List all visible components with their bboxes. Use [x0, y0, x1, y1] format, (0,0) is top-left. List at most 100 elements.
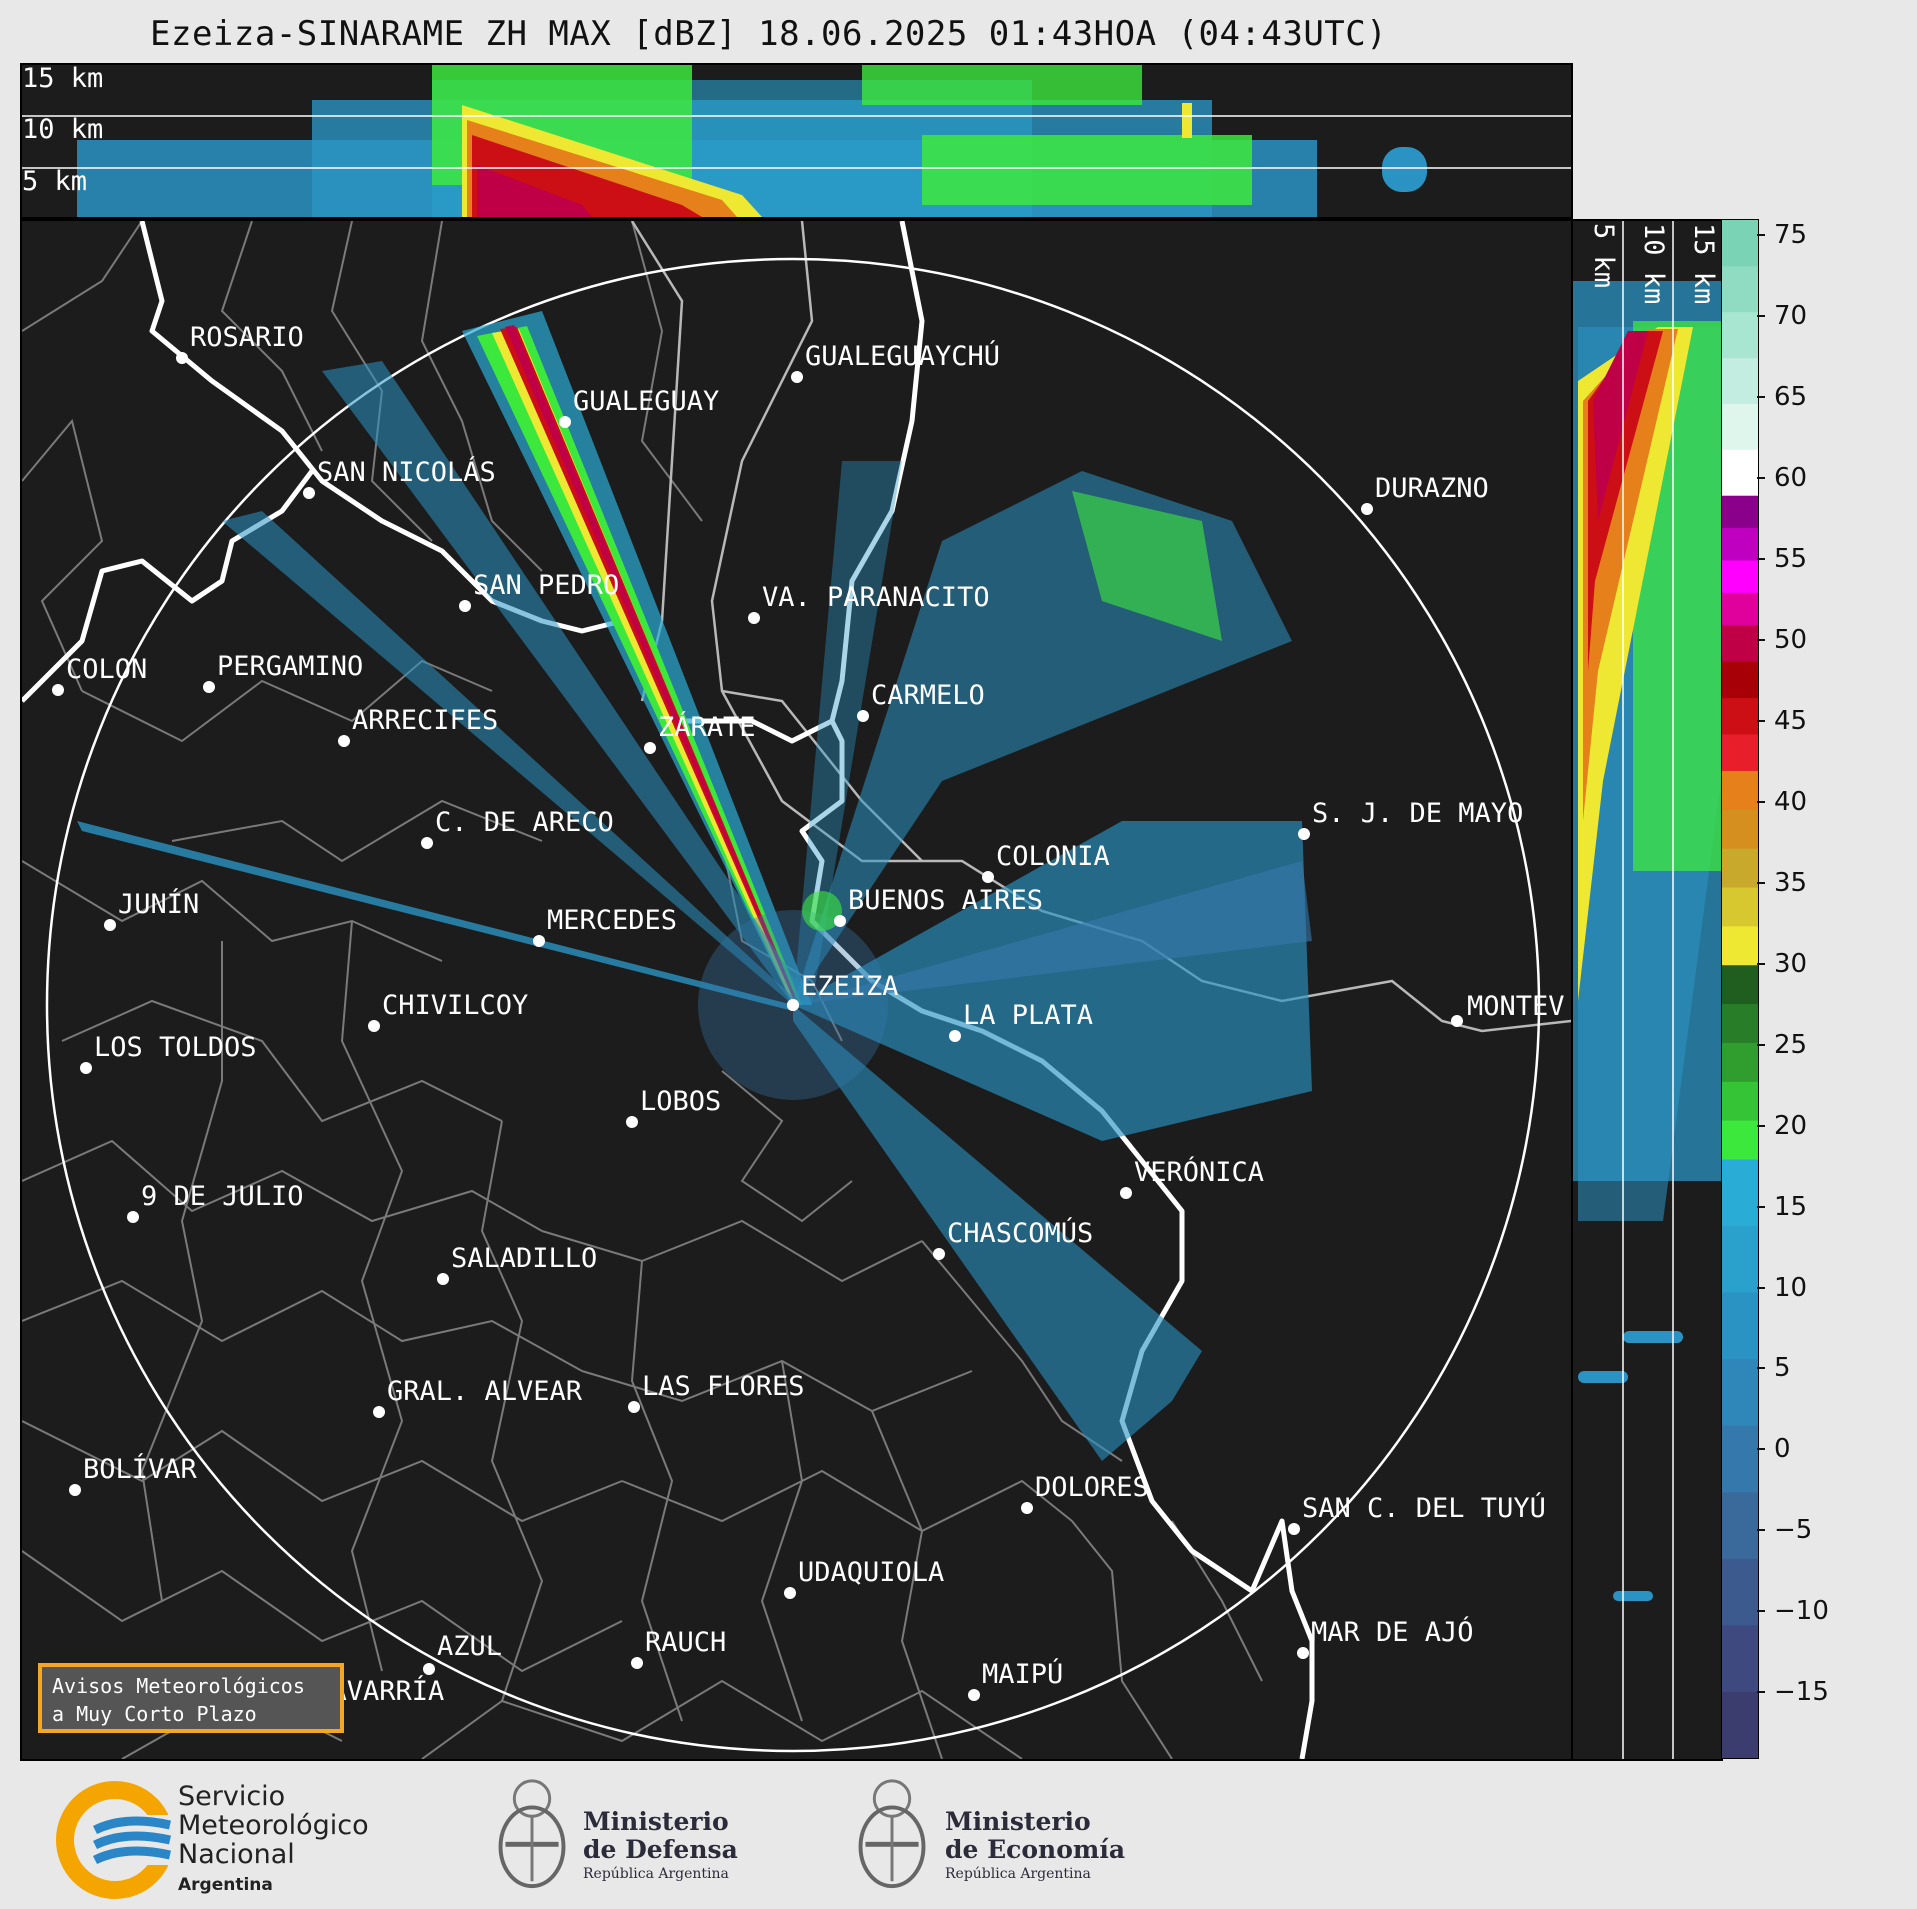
- colorbar-segment: [1722, 1691, 1758, 1758]
- smn-name: Servicio Meteorológico Nacional Argentin…: [178, 1781, 369, 1895]
- range-ring: [45, 257, 1541, 1753]
- colorbar-segment: [1722, 1158, 1758, 1227]
- city-label: LAS FLORES: [642, 1371, 805, 1402]
- city-label: C. DE ARECO: [435, 807, 614, 838]
- colorbar-tick-label: 30: [1774, 948, 1808, 979]
- colorbar-tick-label: 35: [1774, 867, 1808, 898]
- city-marker: [303, 487, 315, 499]
- colorbar-tick-label: 5: [1774, 1353, 1791, 1384]
- city-marker: [80, 1062, 92, 1074]
- avisos-line-1: Avisos Meteorológicos: [52, 1674, 305, 1698]
- city-marker: [423, 1663, 435, 1675]
- city-label: SAN PEDRO: [473, 570, 619, 601]
- city-marker: [626, 1116, 638, 1128]
- city-marker: [1361, 503, 1373, 515]
- avisos-box[interactable]: Avisos Meteorológicos a Muy Corto Plazo: [38, 1663, 344, 1733]
- city-marker: [933, 1248, 945, 1260]
- city-marker: [1298, 828, 1310, 840]
- radar-map[interactable]: ROSARIO GUALEGUAYCHÚ GUALEGUAY SAN NICOLÁS D…: [20, 219, 1573, 1761]
- city-marker: [127, 1211, 139, 1223]
- colorbar-segment: [1722, 1292, 1758, 1360]
- district-borders: [22, 221, 1263, 1759]
- colorbar-tickmark: [1757, 396, 1765, 399]
- city-marker: [437, 1273, 449, 1285]
- colorbar-segment: [1722, 1624, 1758, 1692]
- city-label: MAR DE AJÓ: [1311, 1616, 1474, 1648]
- city-marker: [628, 1401, 640, 1413]
- city-marker: [203, 681, 215, 693]
- city-label: AZUL: [437, 1631, 502, 1662]
- city-marker: [69, 1484, 81, 1496]
- colorbar-tick-label: 10: [1774, 1272, 1808, 1303]
- colorbar-segment: [1722, 1003, 1758, 1043]
- city-label: LOS TOLDOS: [94, 1032, 257, 1063]
- colorbar-tickmark: [1757, 881, 1765, 884]
- colorbar-tickmark: [1757, 1691, 1765, 1694]
- city-label: ROSARIO: [190, 322, 304, 353]
- colorbar-segment: [1722, 1358, 1758, 1426]
- top-echo-band: [77, 65, 1427, 217]
- city-label: COLON: [66, 654, 147, 685]
- city-label: ZÁRATE: [658, 711, 756, 743]
- colorbar-tick-label: −5: [1774, 1515, 1813, 1546]
- colorbar-tickmark: [1757, 1367, 1765, 1370]
- colorbar-tickmark: [1757, 638, 1765, 641]
- colorbar-segment: [1722, 495, 1758, 529]
- city-marker: [1120, 1187, 1132, 1199]
- colorbar-segment: [1722, 624, 1758, 662]
- city-marker: [104, 919, 116, 931]
- city-marker: [1288, 1523, 1300, 1535]
- city-label: RAUCH: [645, 1627, 726, 1658]
- city-marker: [1451, 1015, 1463, 1027]
- colorbar-segment: [1722, 1081, 1758, 1121]
- colorbar-tickmark: [1757, 1043, 1765, 1046]
- city-label: JUNÍN: [118, 888, 199, 920]
- colorbar-segment: [1722, 1120, 1758, 1160]
- city-marker: [631, 1657, 643, 1669]
- colorbar-segment: [1722, 592, 1758, 626]
- city-marker: [949, 1030, 961, 1042]
- colorbar-segment: [1722, 403, 1758, 450]
- colorbar-segment: [1722, 449, 1758, 496]
- defensa-emblem-icon: [498, 1779, 566, 1889]
- colorbar-tick-label: −10: [1774, 1596, 1829, 1627]
- city-label: DURAZNO: [1375, 473, 1489, 504]
- radar-echoes: [77, 311, 1312, 1461]
- colorbar-tick-label: 0: [1774, 1434, 1791, 1465]
- defensa-name: Ministerio de Defensa República Argentin…: [583, 1807, 738, 1883]
- avisos-line-2: a Muy Corto Plazo: [52, 1702, 257, 1726]
- colorbar-tick-label: 15: [1774, 1191, 1808, 1222]
- city-label: LOBOS: [640, 1086, 721, 1117]
- colorbar-tickmark: [1757, 234, 1765, 237]
- colorbar-tick-label: 70: [1774, 301, 1808, 332]
- city-label: ARRECIFES: [352, 705, 498, 736]
- city-label: PERGAMINO: [217, 651, 363, 682]
- city-label: MAIPÚ: [982, 1658, 1063, 1690]
- city-marker: [533, 935, 545, 947]
- top-height-panel: 15 km 10 km 5 km: [20, 63, 1573, 219]
- city-label: CARMELO: [871, 680, 985, 711]
- city-label: BUENOS AIRES: [848, 885, 1043, 916]
- colorbar-tickmark: [1757, 962, 1765, 965]
- city-label: LA PLATA: [963, 1000, 1093, 1031]
- colorbar-tickmark: [1757, 1286, 1765, 1289]
- side-height-label-15: 15 km: [1688, 223, 1719, 304]
- colorbar-segment: [1722, 697, 1758, 735]
- city-label: VERÓNICA: [1134, 1156, 1264, 1188]
- city-label: GUALEGUAY: [573, 386, 719, 417]
- side-height-label-5: 5 km: [1588, 223, 1619, 288]
- colorbar-segment: [1722, 661, 1758, 699]
- colorbar-tickmark: [1757, 1529, 1765, 1532]
- city-marker: [368, 1020, 380, 1032]
- city-label: GRAL. ALVEAR: [387, 1376, 583, 1407]
- city-label: DOLORES: [1035, 1472, 1149, 1503]
- city-label: BOLÍVAR: [83, 1453, 198, 1485]
- side-height-label-10: 10 km: [1638, 223, 1669, 304]
- side-echo-band: [1573, 281, 1721, 1601]
- colorbar-tick-label: −15: [1774, 1677, 1829, 1708]
- city-marker: [968, 1689, 980, 1701]
- colorbar-tickmark: [1757, 315, 1765, 318]
- city-marker: [857, 710, 869, 722]
- colorbar-segment: [1722, 220, 1758, 267]
- city-marker: [834, 915, 846, 927]
